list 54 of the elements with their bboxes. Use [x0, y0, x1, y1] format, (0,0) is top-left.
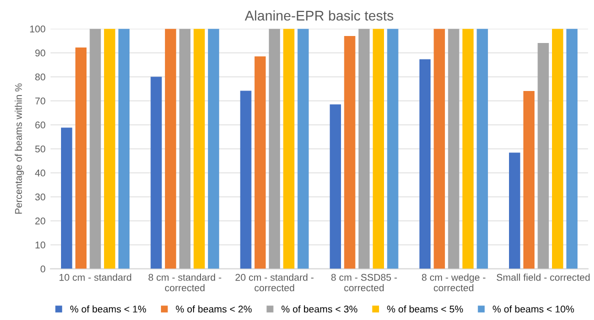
- bar: [448, 28, 460, 269]
- bar: [194, 28, 205, 269]
- bar: [330, 104, 341, 269]
- y-tick-label: 100: [30, 26, 46, 32]
- bar: [75, 48, 87, 269]
- bar: [387, 28, 398, 269]
- legend-label: % of beams < 2%: [176, 305, 252, 313]
- x-tick-label: 8 cm - standard - corrected: [148, 274, 222, 292]
- bar: [118, 28, 130, 269]
- bar: [476, 28, 488, 269]
- legend-label: % of beams < 3%: [282, 305, 358, 313]
- x-tick-label: 8 cm - SSD85 - corrected: [331, 274, 397, 292]
- x-tick-label: 20 cm - standard - corrected: [236, 274, 314, 292]
- y-tick-label: 20: [35, 218, 46, 224]
- bar: [164, 28, 176, 269]
- legend-label: % of beams < 10%: [492, 305, 574, 313]
- bar: [344, 36, 356, 269]
- bar: [552, 28, 564, 269]
- legend-label: % of beams < 5%: [387, 305, 463, 313]
- bar: [566, 28, 578, 269]
- y-tick-label: 10: [36, 242, 46, 248]
- bar: [61, 128, 72, 269]
- bar: [90, 28, 101, 269]
- bar: [268, 28, 280, 269]
- bar: [104, 28, 116, 269]
- y-tick-label: 30: [35, 194, 46, 200]
- bar: [283, 28, 294, 269]
- x-tick-label: 8 cm - wedge - corrected: [422, 274, 486, 292]
- y-tick-label: 0: [40, 266, 46, 272]
- y-tick-label: 70: [35, 98, 46, 104]
- legend-label: % of beams < 1%: [70, 305, 146, 313]
- y-tick-label: 40: [35, 170, 46, 176]
- bar: [538, 42, 549, 269]
- bar: [208, 28, 220, 269]
- bar: [509, 152, 520, 269]
- y-axis-title: Percentage of beams within %: [14, 83, 24, 214]
- y-tick-label: 60: [35, 122, 46, 128]
- bar: [419, 59, 431, 269]
- bar: [179, 28, 190, 269]
- bar: [150, 76, 162, 269]
- bar: [240, 90, 252, 269]
- bar: [358, 28, 370, 269]
- bar: [298, 28, 309, 269]
- bar: [434, 28, 445, 269]
- x-tick-label: Small field - corrected: [496, 274, 590, 281]
- bar: [254, 56, 266, 269]
- bar: [523, 90, 535, 269]
- bar: [462, 28, 474, 269]
- x-tick-label: 10 cm - standard: [60, 274, 132, 281]
- chart-title: Alanine-EPR basic tests: [244, 10, 394, 21]
- bar: [372, 28, 384, 269]
- y-tick-label: 80: [35, 74, 46, 80]
- y-tick-label: 90: [35, 50, 46, 56]
- y-tick-label: 50: [35, 146, 46, 152]
